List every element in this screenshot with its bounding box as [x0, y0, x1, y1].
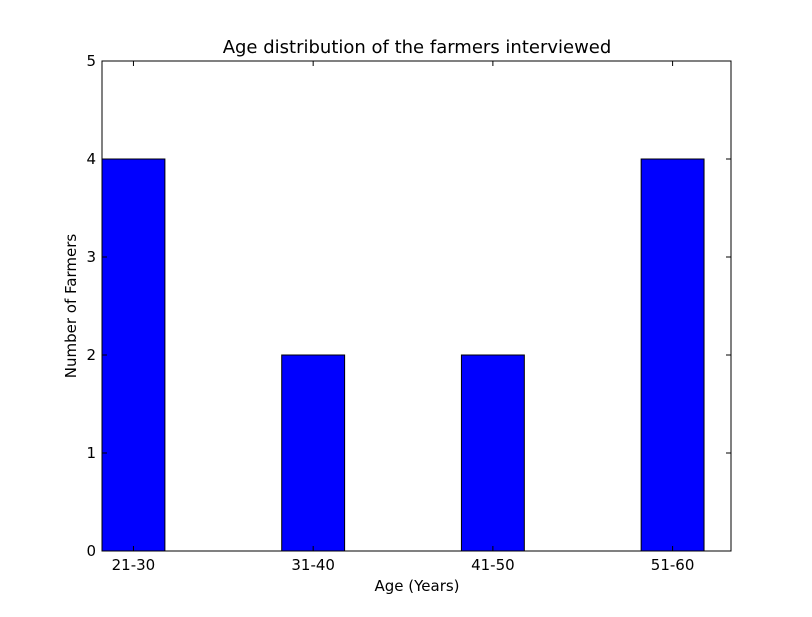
plot-frame — [101, 60, 732, 552]
y-tick-label: 2 — [86, 346, 96, 364]
y-tick-label: 3 — [86, 248, 96, 266]
bar-51-60 — [640, 158, 705, 552]
chart-title: Age distribution of the farmers intervie… — [223, 37, 612, 58]
x-tick-label: 51-60 — [651, 556, 695, 574]
y-tick-label: 0 — [86, 542, 96, 560]
y-tick-label: 5 — [86, 52, 96, 70]
x-tick-label: 41-50 — [471, 556, 515, 574]
bars-layer — [101, 158, 705, 552]
x-tick-label: 31-40 — [291, 556, 335, 574]
bar-41-50 — [460, 354, 525, 552]
y-axis-label: Number of Farmers — [62, 234, 80, 379]
x-tick-label: 21-30 — [112, 556, 156, 574]
ticks-layer: 21-30 31-40 41-50 51-60 0 1 2 3 4 5 — [86, 52, 731, 574]
x-axis-label: Age (Years) — [374, 577, 459, 595]
bar-31-40 — [281, 354, 346, 552]
bar-21-30 — [101, 158, 166, 552]
y-tick-label: 4 — [86, 150, 96, 168]
y-tick-label: 1 — [86, 444, 96, 462]
